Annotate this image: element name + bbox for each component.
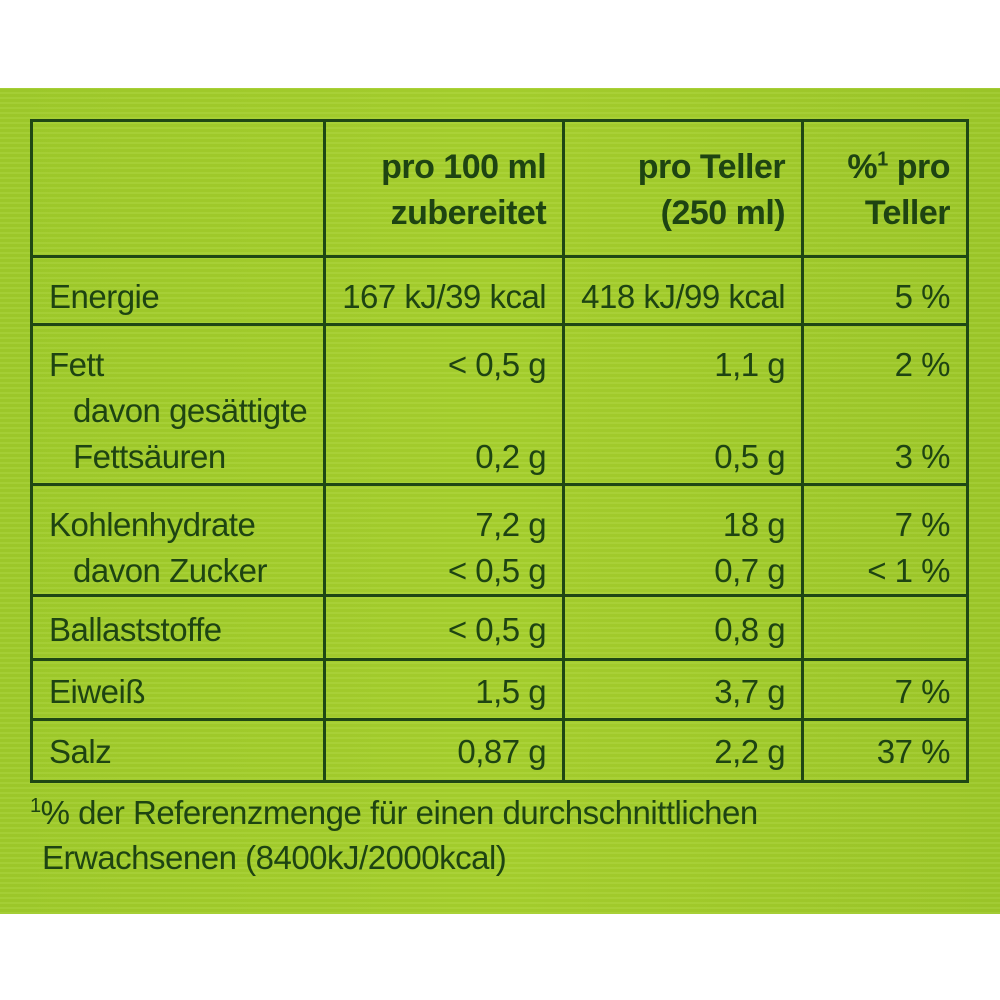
- table-row-kohlenhydrate: Kohlenhydrate davon Zucker 7,2 g < 0,5 g…: [29, 483, 969, 597]
- header-per-plate-line1: pro Teller: [637, 148, 786, 186]
- row-label-cell: Kohlenhydrate davon Zucker: [29, 483, 327, 597]
- ri-value: 37 %: [876, 733, 951, 770]
- plate-cell: 2,2 g: [562, 718, 805, 783]
- per100-value: < 0,5 g: [447, 552, 547, 589]
- spacer: [342, 388, 546, 434]
- header-per-100ml: pro 100 ml zubereitet: [323, 119, 566, 258]
- plate-cell: 418 kJ/99 kcal: [562, 255, 805, 326]
- per100-value: < 0,5 g: [447, 611, 547, 648]
- row-sublabel: Fettsäuren: [73, 438, 226, 475]
- row-label-cell: Eiweiß: [29, 658, 327, 721]
- header-per-plate: pro Teller (250 ml): [562, 119, 805, 258]
- footnote: 1% der Referenzmenge für einen durchschn…: [30, 790, 758, 880]
- plate-value: 1,1 g: [714, 346, 786, 383]
- table-row-salz: Salz 0,87 g 2,2 g 37 %: [29, 718, 969, 783]
- ri-value: 7 %: [894, 673, 951, 710]
- row-sublabel: davon Zucker: [73, 552, 267, 589]
- row-label: Energie: [49, 278, 160, 315]
- ri-value: < 1 %: [867, 552, 950, 589]
- plate-cell: 1,1 g 0,5 g: [562, 323, 805, 486]
- spacer: [581, 388, 785, 434]
- header-per-100ml-line2: zubereitet: [390, 194, 547, 232]
- plate-value: 0,5 g: [714, 438, 786, 475]
- per100-value: < 0,5 g: [447, 346, 547, 383]
- header-ri-prefix: %: [847, 148, 878, 186]
- per100-cell: 1,5 g: [323, 658, 566, 721]
- row-sublabel: davon gesättigte: [73, 392, 308, 429]
- ri-value: 5 %: [894, 278, 951, 315]
- header-ri-line2: Teller: [864, 194, 951, 232]
- row-label-cell: Energie: [29, 255, 327, 326]
- ri-value: [820, 607, 950, 653]
- footnote-text-line2: Erwachsenen (8400kJ/2000kcal): [42, 839, 507, 876]
- per100-value: 167 kJ/39 kcal: [342, 278, 547, 315]
- plate-cell: 0,8 g: [562, 594, 805, 661]
- header-per-plate-line2: (250 ml): [660, 194, 786, 232]
- ri-cell: [801, 594, 969, 661]
- plate-value: 0,7 g: [714, 552, 786, 589]
- row-label: Kohlenhydrate: [49, 506, 256, 543]
- plate-value: 418 kJ/99 kcal: [581, 278, 786, 315]
- header-per-100ml-line1: pro 100 ml: [381, 148, 547, 186]
- ri-value: 2 %: [894, 346, 951, 383]
- row-label-cell: Ballaststoffe: [29, 594, 327, 661]
- header-ri-sup: 1: [877, 148, 888, 171]
- nutrition-table: pro 100 ml zubereitet pro Teller (250 ml…: [29, 119, 969, 783]
- footnote-text-line1: % der Referenzmenge für einen durchschni…: [40, 794, 759, 831]
- footnote-line1: 1% der Referenzmenge für einen durchschn…: [30, 794, 758, 831]
- plate-value: 3,7 g: [714, 673, 786, 710]
- header-empty-cell: [29, 119, 327, 258]
- header-reference-intake: %1 pro Teller: [801, 119, 969, 258]
- table-row-ballaststoffe: Ballaststoffe < 0,5 g 0,8 g: [29, 594, 969, 661]
- ri-value: 3 %: [894, 438, 951, 475]
- per100-cell: 167 kJ/39 kcal: [323, 255, 566, 326]
- header-ri-line1: %1 pro: [820, 144, 950, 190]
- footnote-marker: 1: [30, 795, 41, 817]
- per100-value: 1,5 g: [475, 673, 547, 710]
- row-label: Ballaststoffe: [49, 611, 222, 648]
- plate-value: 0,8 g: [714, 611, 786, 648]
- per100-cell: 7,2 g < 0,5 g: [323, 483, 566, 597]
- table-row-eiweiss: Eiweiß 1,5 g 3,7 g 7 %: [29, 658, 969, 721]
- per100-value: 0,87 g: [457, 733, 547, 770]
- ri-cell: 7 % < 1 %: [801, 483, 969, 597]
- table-row-energie: Energie 167 kJ/39 kcal 418 kJ/99 kcal 5 …: [29, 255, 969, 326]
- table-row-fett: Fett davon gesättigte Fettsäuren < 0,5 g…: [29, 323, 969, 486]
- per100-cell: < 0,5 g 0,2 g: [323, 323, 566, 486]
- row-label: Fett: [49, 346, 104, 383]
- ri-cell: 37 %: [801, 718, 969, 783]
- per100-value: 7,2 g: [475, 506, 547, 543]
- ri-value: 7 %: [894, 506, 951, 543]
- per100-cell: 0,87 g: [323, 718, 566, 783]
- row-label: Eiweiß: [49, 673, 146, 710]
- ri-cell: 2 % 3 %: [801, 323, 969, 486]
- header-ri-suffix: pro: [887, 148, 951, 186]
- row-label: Salz: [49, 733, 112, 770]
- table-header-row: pro 100 ml zubereitet pro Teller (250 ml…: [29, 119, 969, 258]
- per100-value: 0,2 g: [475, 438, 547, 475]
- plate-value: 18 g: [722, 506, 786, 543]
- plate-cell: 18 g 0,7 g: [562, 483, 805, 597]
- plate-cell: 3,7 g: [562, 658, 805, 721]
- row-label-cell: Salz: [29, 718, 327, 783]
- ri-cell: 7 %: [801, 658, 969, 721]
- row-label-cell: Fett davon gesättigte Fettsäuren: [29, 323, 327, 486]
- spacer: [820, 388, 950, 434]
- ri-cell: 5 %: [801, 255, 969, 326]
- per100-cell: < 0,5 g: [323, 594, 566, 661]
- plate-value: 2,2 g: [714, 733, 786, 770]
